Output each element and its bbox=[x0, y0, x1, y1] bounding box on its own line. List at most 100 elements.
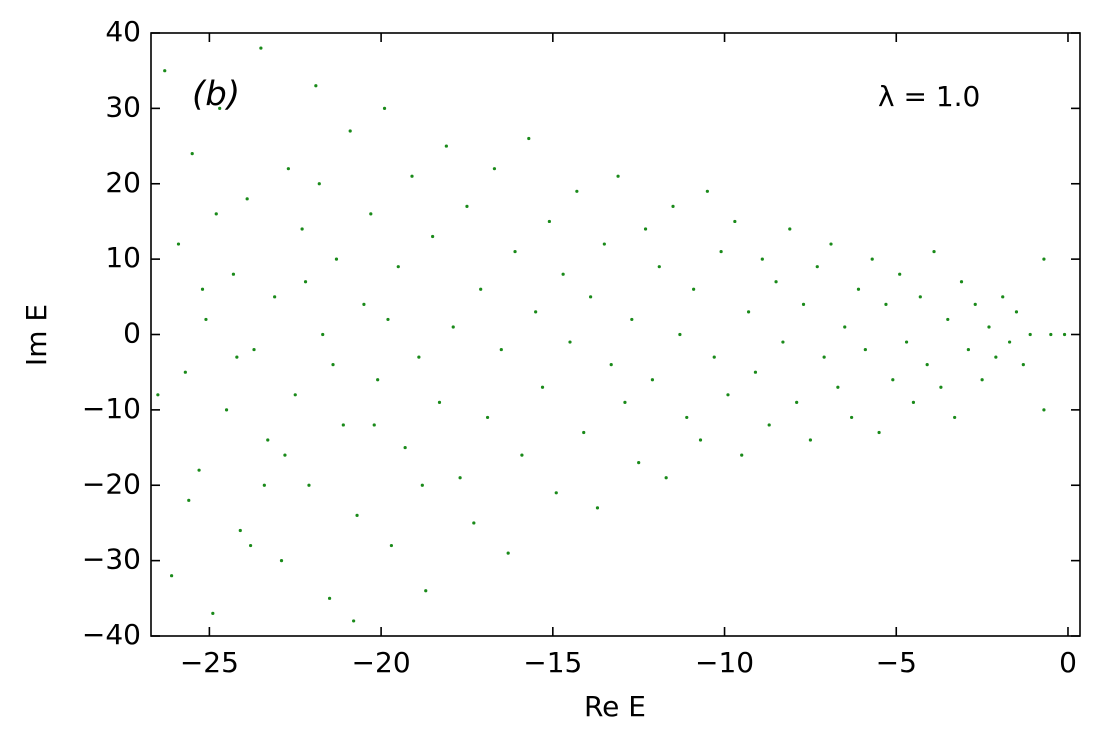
point bbox=[527, 136, 531, 141]
y-tick-label: 10 bbox=[105, 241, 141, 274]
point bbox=[692, 287, 696, 291]
point bbox=[884, 302, 888, 306]
point bbox=[767, 423, 771, 427]
point bbox=[293, 393, 297, 397]
point bbox=[815, 265, 819, 269]
point bbox=[959, 280, 964, 284]
point bbox=[479, 287, 483, 291]
points-layer bbox=[156, 46, 1067, 623]
point bbox=[671, 204, 675, 208]
point bbox=[966, 347, 970, 352]
point bbox=[190, 152, 194, 156]
point bbox=[266, 438, 270, 442]
y-tick-label: −30 bbox=[82, 543, 141, 576]
point bbox=[355, 513, 359, 518]
point bbox=[420, 483, 424, 487]
point bbox=[187, 498, 191, 502]
point bbox=[994, 355, 998, 359]
point bbox=[1049, 332, 1053, 337]
point bbox=[589, 295, 593, 299]
point bbox=[252, 347, 256, 352]
point bbox=[362, 302, 366, 306]
point bbox=[417, 355, 421, 359]
point bbox=[485, 415, 490, 420]
point bbox=[431, 234, 435, 239]
point bbox=[801, 302, 806, 306]
point bbox=[386, 317, 390, 322]
point bbox=[918, 295, 922, 299]
point bbox=[506, 551, 510, 555]
point bbox=[1042, 257, 1046, 261]
point bbox=[904, 340, 909, 344]
point bbox=[595, 506, 600, 510]
point bbox=[843, 325, 847, 329]
y-tick-label: −40 bbox=[82, 618, 141, 651]
point bbox=[561, 272, 565, 276]
point bbox=[341, 423, 345, 427]
point bbox=[396, 265, 400, 269]
point bbox=[678, 332, 682, 337]
point bbox=[712, 355, 716, 359]
point bbox=[424, 589, 428, 593]
point bbox=[925, 363, 929, 367]
point bbox=[451, 325, 455, 329]
point bbox=[547, 219, 551, 224]
point bbox=[389, 543, 394, 548]
point bbox=[283, 453, 287, 457]
point bbox=[609, 363, 613, 367]
point bbox=[348, 129, 352, 133]
point bbox=[740, 453, 744, 457]
point bbox=[231, 272, 236, 276]
point bbox=[1042, 408, 1046, 412]
point bbox=[911, 400, 916, 404]
panel-label: (b) bbox=[192, 75, 240, 115]
x-tick-label: −20 bbox=[352, 646, 411, 679]
point bbox=[774, 280, 778, 284]
point bbox=[568, 340, 572, 344]
point bbox=[733, 219, 737, 224]
point bbox=[170, 574, 174, 578]
point bbox=[643, 227, 648, 231]
point bbox=[334, 257, 339, 261]
point bbox=[575, 189, 579, 193]
point bbox=[822, 355, 826, 359]
point bbox=[1028, 332, 1032, 337]
point bbox=[939, 385, 943, 389]
point bbox=[211, 611, 215, 615]
point bbox=[197, 468, 201, 472]
point bbox=[303, 280, 308, 284]
point bbox=[637, 461, 641, 465]
point bbox=[369, 212, 373, 216]
point bbox=[650, 378, 655, 382]
point bbox=[163, 69, 167, 73]
x-tick-label: −15 bbox=[523, 646, 582, 679]
point bbox=[513, 249, 517, 254]
point bbox=[705, 189, 709, 193]
point bbox=[492, 167, 497, 171]
point bbox=[331, 363, 335, 367]
point bbox=[973, 302, 977, 306]
point bbox=[1001, 295, 1005, 299]
point bbox=[204, 317, 208, 322]
point bbox=[746, 310, 751, 314]
point bbox=[499, 347, 503, 352]
point bbox=[781, 340, 785, 344]
y-tick-label: −10 bbox=[82, 392, 141, 425]
point bbox=[248, 543, 253, 548]
point bbox=[657, 265, 661, 269]
point bbox=[376, 378, 380, 382]
point bbox=[262, 483, 266, 487]
point bbox=[719, 249, 723, 254]
point bbox=[352, 619, 356, 623]
point bbox=[753, 370, 758, 374]
point bbox=[836, 385, 840, 389]
point bbox=[314, 84, 318, 88]
point bbox=[582, 430, 586, 435]
y-tick-label: 40 bbox=[105, 15, 141, 48]
point bbox=[214, 212, 218, 216]
point bbox=[788, 227, 792, 231]
point bbox=[898, 272, 902, 276]
point bbox=[1062, 332, 1067, 337]
point bbox=[932, 249, 936, 254]
point bbox=[760, 257, 764, 261]
